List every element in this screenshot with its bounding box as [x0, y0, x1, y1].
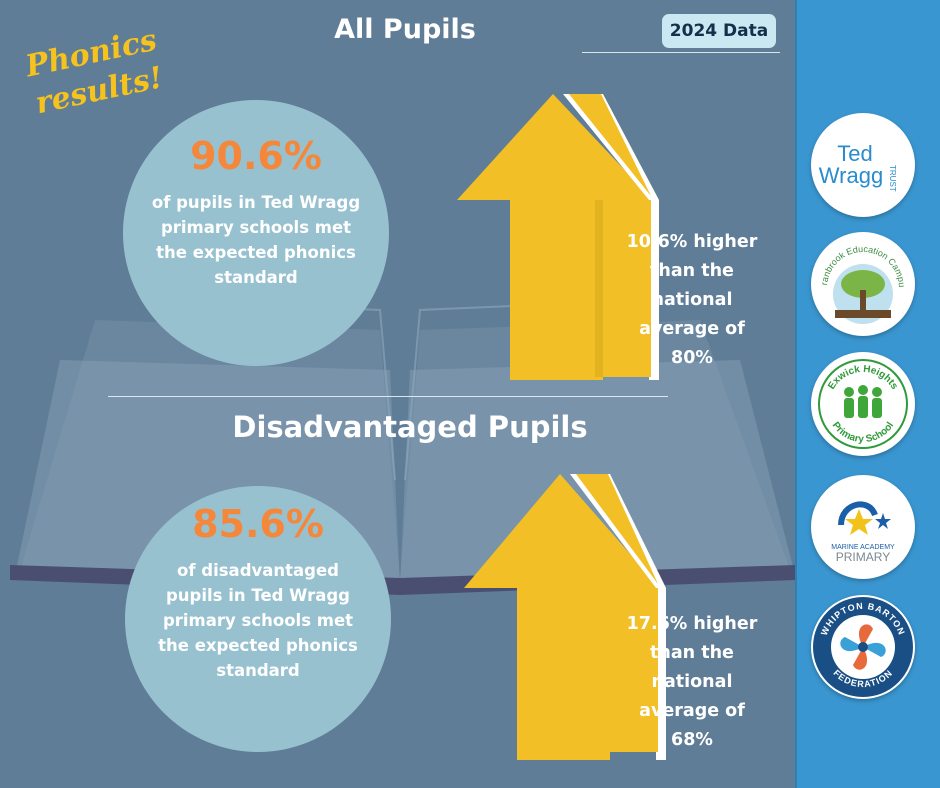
marine-academy-primary-logo: MARINE ACADEMY PRIMARY	[811, 475, 915, 579]
disadvantaged-pupils-heading: Disadvantaged Pupils	[232, 410, 588, 444]
all-pupils-stat-circle: 90.6% of pupils in Ted Wragg primary sch…	[123, 100, 389, 366]
all-pupils-heading: All Pupils	[334, 14, 476, 45]
disadvantaged-comparison: 17.6% higher than the national average o…	[626, 614, 758, 750]
year-badge: 2024 Data	[662, 14, 776, 48]
svg-text:MARINE ACADEMY: MARINE ACADEMY	[831, 544, 895, 551]
open-book-illustration	[10, 299, 795, 595]
phonics-results-title: Phonics results!	[22, 23, 166, 118]
all-pupils-percentage: 90.6%	[190, 134, 322, 178]
ted-wragg-trust-logo: Ted Wragg TRUST	[811, 113, 915, 217]
up-arrow-icon	[464, 474, 666, 760]
schools-sidebar: Ted Wragg TRUST Cranbrook Education Camp…	[795, 0, 940, 788]
whipton-barton-federation-logo: WHIPTON BARTON FEDERATION	[811, 595, 915, 699]
svg-text:Ted: Ted	[837, 141, 872, 166]
disadvantaged-description: of disadvantaged pupils in Ted Wragg pri…	[158, 561, 358, 680]
exwick-heights-primary-logo: Exwick Heights Primary School	[811, 352, 915, 456]
middle-divider	[108, 396, 668, 397]
svg-text:TRUST: TRUST	[888, 165, 897, 192]
all-pupils-description: of pupils in Ted Wragg primary schools m…	[151, 193, 361, 287]
disadvantaged-stat-circle: 85.6% of disadvantaged pupils in Ted Wra…	[125, 486, 391, 752]
all-pupils-comparison: 10.6% higher than the national average o…	[626, 232, 758, 368]
svg-text:Wragg: Wragg	[819, 163, 883, 188]
cranbrook-education-campus-logo: Cranbrook Education Campus	[811, 232, 915, 336]
top-divider	[582, 52, 780, 53]
up-arrow-icon	[457, 94, 659, 380]
disadvantaged-percentage: 85.6%	[192, 502, 324, 546]
svg-text:PRIMARY: PRIMARY	[836, 550, 890, 564]
